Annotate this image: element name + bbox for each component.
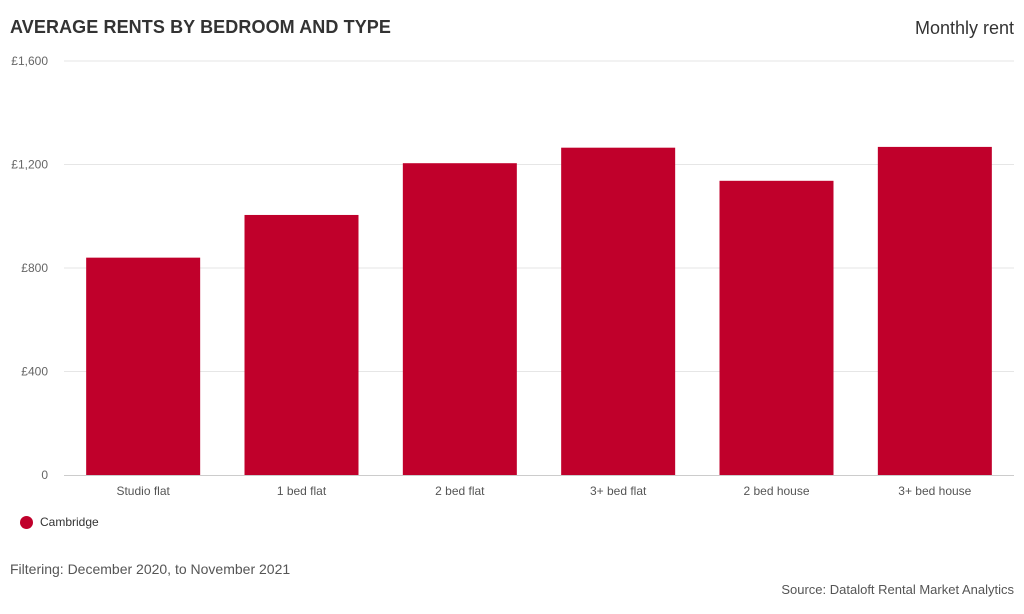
x-tick-label: 3+ bed house <box>898 484 971 498</box>
bar <box>244 214 359 476</box>
y-tick-label: 0 <box>41 468 48 482</box>
y-tick-label: £1,600 <box>11 54 48 68</box>
x-tick-label: Studio flat <box>116 484 170 498</box>
x-tick-label: 1 bed flat <box>277 484 327 498</box>
chart-title: AVERAGE RENTS BY BEDROOM AND TYPE <box>10 17 392 37</box>
legend-marker-cambridge <box>20 515 33 529</box>
bar <box>719 180 834 475</box>
y-tick-label: £400 <box>21 365 48 379</box>
bar <box>561 147 676 475</box>
bar <box>86 257 201 475</box>
x-tick-label: 2 bed flat <box>435 484 485 498</box>
bar <box>877 146 992 475</box>
legend-label-cambridge: Cambridge <box>40 515 99 529</box>
chart-subtitle: Monthly rent <box>914 18 1014 38</box>
y-tick-label: £800 <box>21 261 48 275</box>
legend[interactable]: Cambridge <box>20 515 99 529</box>
filter-note: Filtering: December 2020, to November 20… <box>10 561 291 577</box>
x-tick-label: 3+ bed flat <box>590 484 647 498</box>
y-tick-label: £1,200 <box>11 158 48 172</box>
x-tick-label: 2 bed house <box>743 484 809 498</box>
source-note: Source: Dataloft Rental Market Analytics <box>781 582 1014 597</box>
bar <box>402 163 517 476</box>
